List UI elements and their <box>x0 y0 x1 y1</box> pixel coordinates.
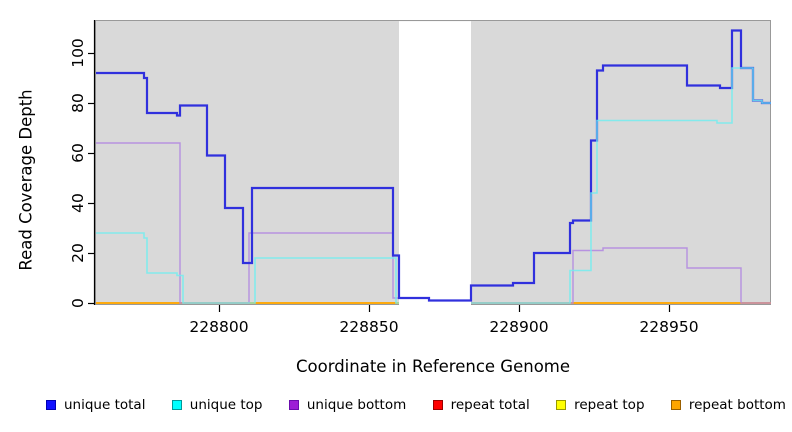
legend-label: unique top <box>189 397 263 413</box>
legend-swatch-unique-top <box>171 400 182 410</box>
legend-swatch-unique-bottom <box>288 400 299 410</box>
legend-item-repeat-total: repeat total <box>432 397 530 413</box>
y-tick-label: 100 <box>69 38 87 68</box>
legend-label: repeat top <box>574 397 645 413</box>
legend-swatch-repeat-top <box>556 400 567 410</box>
y-tick-label: 40 <box>69 193 87 213</box>
legend-item-repeat-top: repeat top <box>556 397 645 413</box>
series-line-unique-top <box>96 232 399 304</box>
y-tick-label: 80 <box>69 93 87 113</box>
x-tick-label: 228950 <box>639 318 698 336</box>
x-tick-label: 228800 <box>189 318 248 336</box>
y-axis-title: Read Coverage Depth <box>16 89 36 271</box>
y-tick-label: 20 <box>69 243 87 263</box>
x-tick-label: 228900 <box>489 318 548 336</box>
legend: unique total unique top unique bottom re… <box>46 397 786 413</box>
legend-item-unique-total: unique total <box>46 397 145 413</box>
legend-swatch-repeat-total <box>432 400 443 410</box>
legend-item-repeat-bottom: repeat bottom <box>670 397 786 413</box>
legend-label: repeat total <box>450 397 530 413</box>
legend-item-unique-top: unique top <box>171 397 263 413</box>
series-lines <box>96 29 771 304</box>
no-data-band <box>399 21 471 309</box>
series-line-unique-top <box>471 67 771 304</box>
legend-label: unique bottom <box>306 397 407 413</box>
legend-swatch-unique-total <box>46 400 56 410</box>
y-tick-label: 60 <box>69 143 87 163</box>
x-tick-label: 228850 <box>339 318 398 336</box>
legend-item-unique-bottom: unique bottom <box>288 397 407 413</box>
series-line-unique-bottom <box>471 247 771 304</box>
series-line-unique-bottom <box>96 142 399 304</box>
y-tick-label: 0 <box>69 298 87 308</box>
x-axis-title: Coordinate in Reference Genome <box>295 357 571 376</box>
legend-label: repeat bottom <box>688 397 786 413</box>
legend-label: unique total <box>64 397 146 413</box>
series-line-unique-total <box>96 29 771 302</box>
legend-swatch-repeat-bottom <box>670 400 681 410</box>
